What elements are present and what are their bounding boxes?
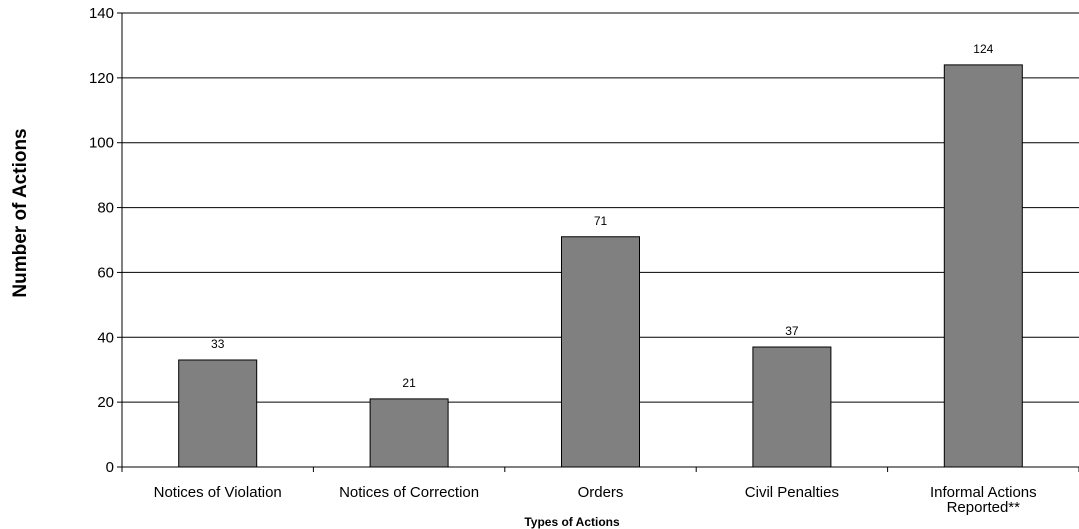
y-axis-label: Number of Actions xyxy=(10,128,31,297)
x-tick-label: Notices of Correction xyxy=(339,484,479,501)
data-label: 37 xyxy=(785,324,799,338)
bar xyxy=(178,359,258,468)
axes xyxy=(117,12,1079,472)
y-tick-label: 120 xyxy=(89,70,114,87)
y-tick-label: 140 xyxy=(89,5,114,22)
y-tick-label: 60 xyxy=(97,264,114,281)
y-tick-label: 80 xyxy=(97,200,114,217)
y-tick-label: 20 xyxy=(97,394,114,411)
y-tick-label: 40 xyxy=(97,329,114,346)
x-tick-label: Notices of Violation xyxy=(154,484,282,501)
x-tick-label: Reported** xyxy=(947,499,1021,516)
y-tick-label: 100 xyxy=(89,135,114,152)
x-tick-label: Civil Penalties xyxy=(745,484,839,501)
bar xyxy=(943,64,1023,468)
x-tick-label: Informal Actions xyxy=(930,484,1037,501)
y-tick-label: 0 xyxy=(106,459,114,476)
x-tick-label: Orders xyxy=(578,484,624,501)
data-label: 71 xyxy=(594,214,608,228)
bar xyxy=(752,346,832,468)
x-axis-label: Types of Actions xyxy=(524,515,620,529)
bar xyxy=(369,398,449,468)
y-tick-labels: 0 20 40 60 80 100 120 140 xyxy=(89,5,114,476)
data-label: 33 xyxy=(211,337,225,351)
bars xyxy=(178,64,1023,468)
data-label: 21 xyxy=(402,376,416,390)
x-tick-labels: Notices of Violation Notices of Correctio… xyxy=(154,484,1037,516)
bar xyxy=(561,236,640,468)
data-label: 124 xyxy=(973,42,993,56)
data-labels: 33 21 71 37 124 xyxy=(211,42,994,390)
